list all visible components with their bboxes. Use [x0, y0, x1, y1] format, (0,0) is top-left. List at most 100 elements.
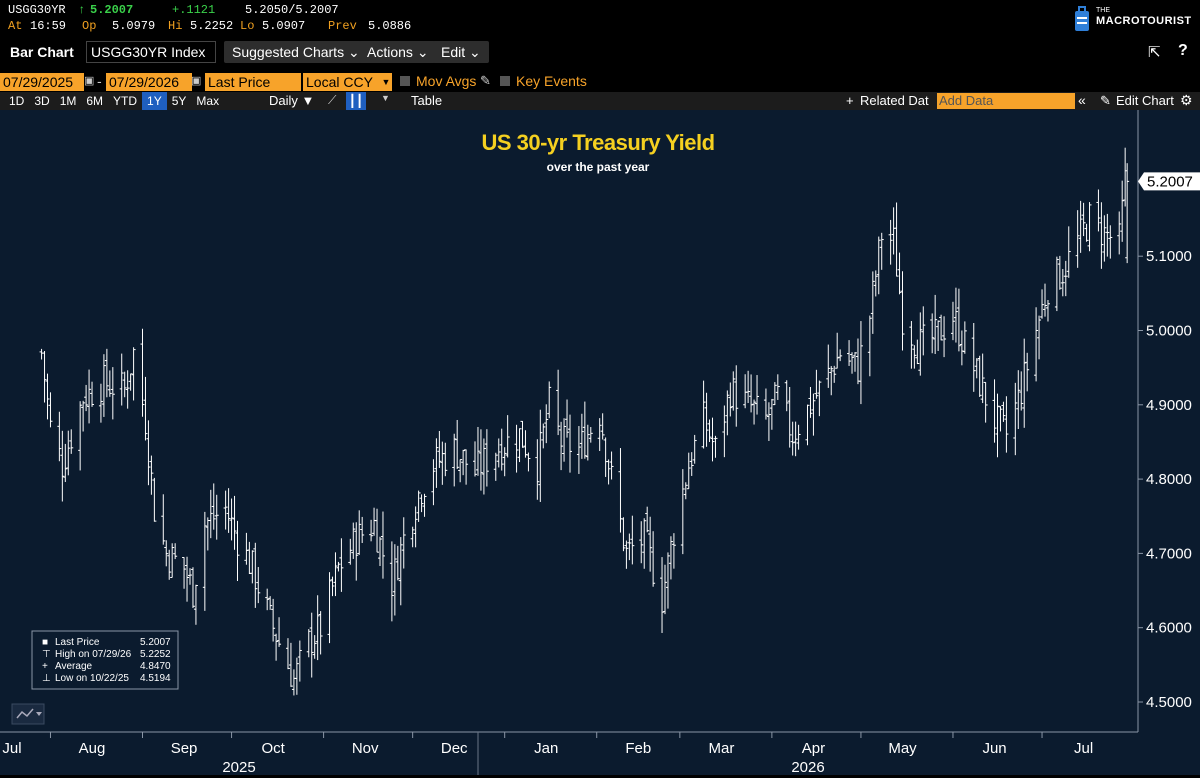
- gear-icon[interactable]: ⚙: [1180, 92, 1193, 108]
- ohlc-bar: [389, 541, 394, 622]
- y-axis-ticks: 4.5000 4.6000 4.7000 4.8000 4.9000 5.0000 5.10…: [1138, 248, 1192, 711]
- key-events-checkbox[interactable]: [500, 76, 510, 86]
- pencil-icon[interactable]: ✎: [480, 73, 491, 88]
- ohlc-bar: [1013, 382, 1018, 456]
- ohlc-bar-last: [1125, 163, 1130, 264]
- legend: ■ Last Price 5.2007 ⊤ High on 07/29/26 5.2252…: [31, 630, 179, 690]
- ohlc-bar: [648, 516, 653, 572]
- double-chevron-left-icon[interactable]: «: [1078, 92, 1086, 108]
- x-month-label: Jun: [982, 740, 1006, 757]
- ohlc-bar: [710, 417, 715, 462]
- period-3d-button[interactable]: 3D: [34, 94, 50, 108]
- ohlc-bar: [378, 536, 382, 567]
- ohlc-bar: [547, 381, 552, 419]
- ohlc-bar: [461, 449, 466, 476]
- legend-box: [31, 630, 179, 690]
- ohlc-bar: [223, 490, 228, 530]
- ohlc-bar: [1001, 401, 1006, 422]
- date-separator: -: [97, 73, 102, 89]
- ohlc-bar: [69, 429, 74, 454]
- period-1m-button[interactable]: 1M: [59, 94, 77, 108]
- suggested-charts-button[interactable]: Suggested Charts ⌄: [224, 41, 368, 63]
- period-ytd-button[interactable]: YTD: [113, 94, 138, 108]
- ohlc-bar: [639, 521, 644, 564]
- ohlc-bar: [351, 522, 356, 559]
- legend-marker-icon: +: [42, 661, 48, 672]
- last-value-label: 5.2007: [1138, 172, 1200, 191]
- ohlc-bars: [39, 147, 1130, 696]
- ohlc-bar: [348, 538, 353, 565]
- period-max-button[interactable]: Max: [196, 94, 220, 108]
- ohlc-bar: [763, 388, 768, 420]
- ohlc-bar: [360, 516, 365, 544]
- export-icon[interactable]: ⇱: [1148, 44, 1161, 61]
- ohlc-bar: [458, 459, 463, 483]
- ohlc-bar: [416, 490, 421, 522]
- y-tick-label: 4.8000: [1146, 471, 1192, 488]
- ohlc-bar: [817, 380, 822, 417]
- frequency-select[interactable]: Daily ▼: [269, 93, 315, 108]
- ohlc-bar: [766, 402, 771, 441]
- ohlc-bar: [431, 459, 436, 506]
- ohlc-bar: [582, 401, 587, 459]
- calendar-icon[interactable]: ▣: [84, 75, 95, 87]
- ohlc-bar: [422, 493, 427, 517]
- ohlc-bar: [84, 384, 89, 412]
- ticker-bid-ask: 5.2050/5.2007: [245, 3, 339, 17]
- period-1y-button[interactable]: 1Y: [142, 92, 167, 110]
- x-month-label: Sep: [171, 740, 198, 757]
- edit-chart-button[interactable]: Edit Chart: [1116, 93, 1174, 108]
- security-input[interactable]: USGG30YR Index: [86, 41, 216, 63]
- actions-button[interactable]: Actions ⌄: [359, 41, 437, 63]
- period-1d-button[interactable]: 1D: [9, 94, 25, 108]
- table-button[interactable]: Table: [411, 93, 443, 108]
- field-select[interactable]: Last Price: [205, 73, 301, 91]
- pencil-icon[interactable]: ✎: [1100, 93, 1111, 108]
- edit-button[interactable]: Edit ⌄: [433, 41, 489, 63]
- line-chart-icon[interactable]: ⟋: [328, 93, 337, 107]
- x-month-label: May: [888, 740, 917, 757]
- ohlc-bar: [339, 538, 344, 592]
- chevron-down-icon[interactable]: ▼: [380, 73, 392, 91]
- help-icon[interactable]: ?: [1178, 42, 1188, 59]
- ohlc-bar: [297, 640, 302, 682]
- ohlc-bar: [725, 390, 730, 436]
- ohlc-bar: [306, 629, 311, 658]
- x-axis-ticks: Jul Aug Sep Oct Nov Dec Jan Feb Mar Apr May Jun Jul 2…: [2, 732, 1093, 776]
- start-date-input[interactable]: 07/29/2025: [0, 73, 84, 91]
- chevron-down-icon[interactable]: ▼: [381, 93, 390, 103]
- ohlc-bar: [734, 365, 739, 427]
- ohlc-bar: [746, 370, 751, 404]
- bar-chart-icon[interactable]: ┃┃: [346, 92, 366, 110]
- ohlc-bar: [164, 540, 169, 567]
- ohlc-bar: [401, 517, 406, 569]
- ohlc-bar: [211, 483, 216, 530]
- end-date-input[interactable]: 07/29/2026: [106, 73, 192, 91]
- add-data-input[interactable]: Add Data: [937, 93, 1075, 109]
- ohlc-bar: [1043, 283, 1047, 317]
- legend-value: 5.2252: [140, 649, 171, 660]
- ohlc-bar: [624, 540, 629, 569]
- ohlc-bar: [853, 352, 857, 372]
- ohlc-bar: [692, 434, 697, 464]
- ohlc-bar: [146, 420, 151, 486]
- chevron-down-icon: ⌄: [469, 44, 481, 60]
- chart-type-toggle[interactable]: [11, 703, 45, 725]
- ohlc-bar: [790, 421, 795, 456]
- ohlc-bar: [452, 433, 457, 487]
- plus-icon[interactable]: +: [846, 93, 854, 108]
- ohlc-bar: [107, 370, 112, 397]
- ohlc-bar: [475, 426, 480, 476]
- ticker-change: +.1121: [172, 3, 216, 17]
- currency-select[interactable]: Local CCY: [303, 73, 385, 91]
- ohlc-bar: [826, 344, 831, 388]
- low-label: Lo: [240, 19, 255, 33]
- chart-area: US 30-yr Treasury Yield over the past ye…: [0, 110, 1200, 776]
- ohlc-bar: [933, 294, 938, 355]
- mov-avgs-checkbox[interactable]: [400, 76, 410, 86]
- period-6m-button[interactable]: 6M: [86, 94, 104, 108]
- ohlc-bar: [208, 489, 213, 539]
- calendar-icon[interactable]: ▣: [191, 75, 202, 87]
- period-5y-button[interactable]: 5Y: [171, 94, 187, 108]
- ticker-bar: USGG30YR ↑ 5.2007 +.1121 5.2050/5.2007 A…: [0, 0, 1200, 36]
